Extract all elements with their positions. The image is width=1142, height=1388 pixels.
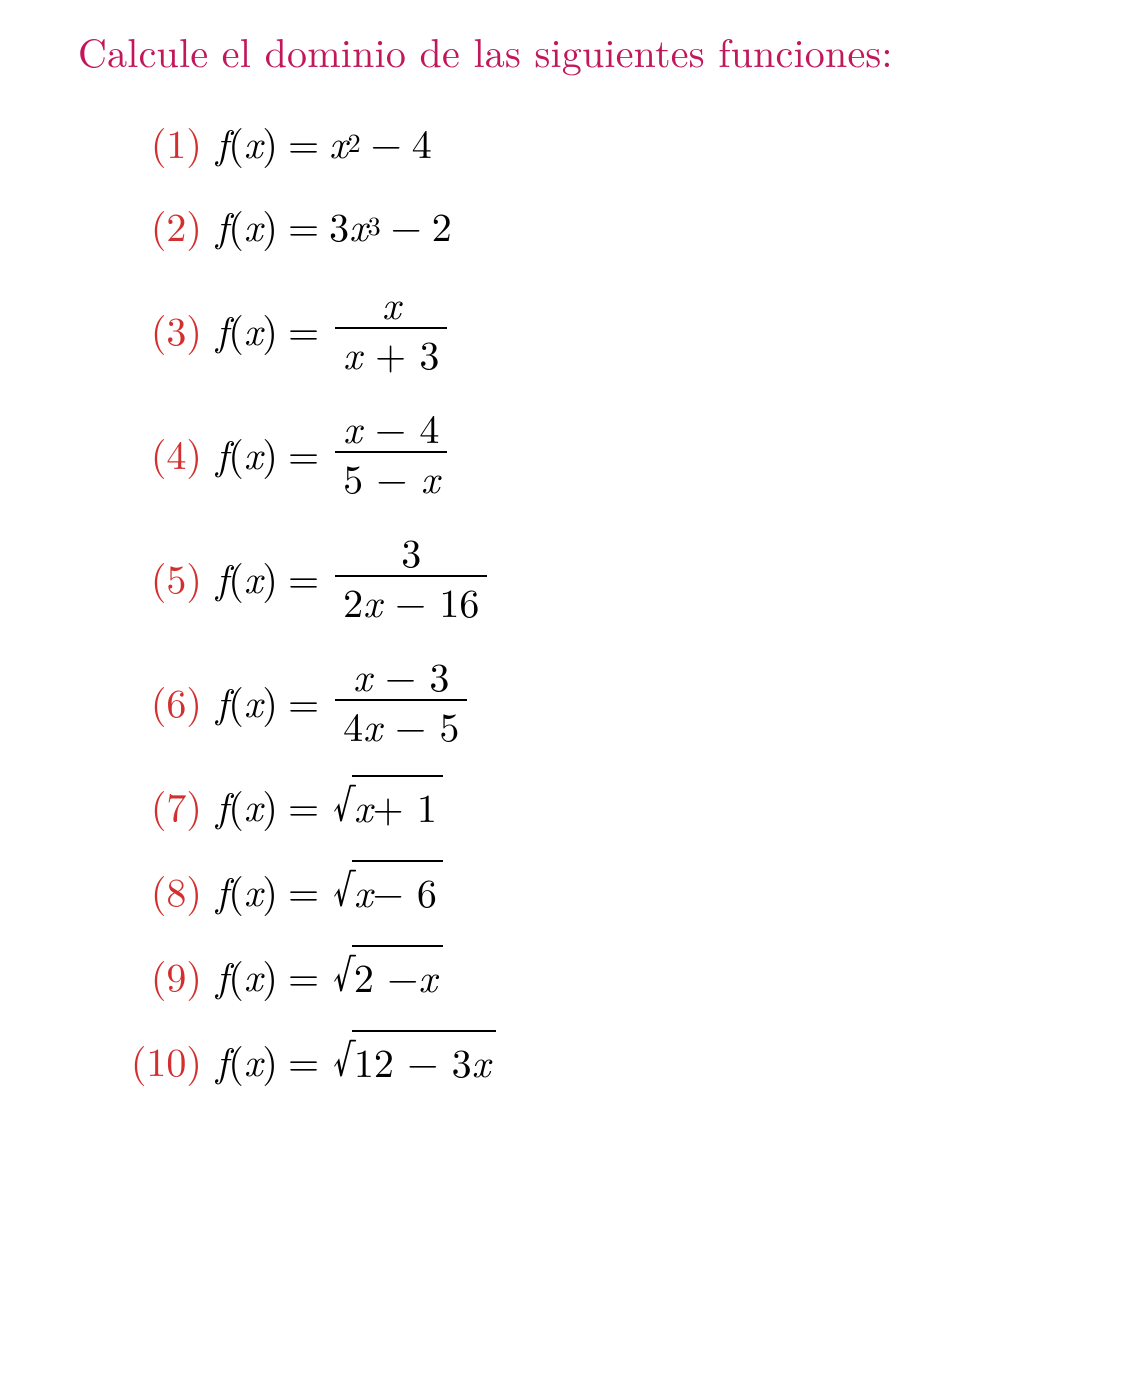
exercise-item: (1) f(x)= x2−4: [106, 113, 1122, 170]
var-x: x: [244, 548, 263, 605]
item-expression: f(x)= 3 2x − 16: [216, 527, 493, 625]
item-expression: f(x)= x − 3 4x − 5: [216, 651, 473, 749]
fn-f: f: [216, 424, 228, 481]
var-x: x: [244, 776, 263, 833]
fraction: 3 2x − 16: [335, 527, 487, 625]
fn-f: f: [216, 672, 228, 729]
var-x: x: [244, 300, 263, 357]
fn-f: f: [216, 196, 228, 253]
item-expression: f(x)= x − 4 5 − x: [216, 403, 453, 501]
exercise-list: (1) f(x)= x2−4 (2) f(x)= 3x3−2 (3) f(x)=…: [78, 113, 1122, 1089]
sqrt-icon: √: [333, 1032, 354, 1091]
sqrt-body: 2 − x: [352, 945, 443, 1004]
sqrt: √ 12 − 3x: [333, 1030, 496, 1089]
fraction-top: x − 3: [345, 651, 457, 699]
item-number: (7): [106, 776, 216, 833]
var-x: x: [244, 113, 263, 170]
fraction-top: 3: [393, 527, 429, 575]
item-number: (6): [106, 672, 216, 729]
item-number: (4): [106, 424, 216, 481]
var-x: x: [244, 424, 263, 481]
item-number: (2): [106, 196, 216, 253]
fraction-bot: x + 3: [335, 329, 447, 377]
item-number: (8): [106, 861, 216, 918]
var-x: x: [244, 946, 263, 1003]
fraction-top: x − 4: [335, 403, 447, 451]
exercise-item: (4) f(x)= x − 4 5 − x: [106, 403, 1122, 501]
var-x: x: [349, 196, 368, 253]
fraction: x − 4 5 − x: [335, 403, 447, 501]
fn-f: f: [216, 776, 228, 833]
fraction: x − 3 4x − 5: [335, 651, 467, 749]
item-expression: f(x)= 3x3−2: [216, 196, 452, 253]
sqrt-body: x + 1: [352, 775, 443, 834]
math-exercise-page: Calcule el dominio de las siguientes fun…: [0, 0, 1142, 1155]
sqrt-icon: √: [333, 947, 354, 1006]
exercise-item: (10) f(x)= √ 12 − 3x: [106, 1030, 1122, 1089]
sqrt: √ 2 − x: [333, 945, 443, 1004]
fraction: x x + 3: [335, 279, 447, 377]
var-x: x: [329, 113, 348, 170]
exercise-item: (3) f(x)= x x + 3: [106, 279, 1122, 377]
var-x: x: [244, 861, 263, 918]
fn-f: f: [216, 861, 228, 918]
item-expression: f(x)= √ x − 6: [216, 860, 443, 919]
fraction-bot: 2x − 16: [335, 577, 487, 625]
item-expression: f(x)= x x + 3: [216, 279, 453, 377]
var-x: x: [244, 196, 263, 253]
fn-f: f: [216, 1031, 228, 1088]
fraction-bot: 4x − 5: [335, 701, 467, 749]
exercise-item: (5) f(x)= 3 2x − 16: [106, 527, 1122, 625]
fn-f: f: [216, 300, 228, 357]
sqrt-icon: √: [333, 862, 354, 921]
item-expression: f(x)= √ 12 − 3x: [216, 1030, 496, 1089]
item-expression: f(x)= x2−4: [216, 113, 432, 170]
item-number: (5): [106, 548, 216, 605]
sqrt: √ x + 1: [333, 775, 443, 834]
item-number: (10): [106, 1031, 216, 1088]
sqrt: √ x − 6: [333, 860, 443, 919]
sqrt-body: x − 6: [352, 860, 443, 919]
fraction-top: x: [374, 279, 409, 327]
item-expression: f(x)= √ x + 1: [216, 775, 443, 834]
exercise-item: (9) f(x)= √ 2 − x: [106, 945, 1122, 1004]
fn-f: f: [216, 548, 228, 605]
sqrt-icon: √: [333, 777, 354, 836]
sqrt-body: 12 − 3x: [352, 1030, 496, 1089]
item-number: (1): [106, 113, 216, 170]
item-expression: f(x)= √ 2 − x: [216, 945, 443, 1004]
var-x: x: [244, 1031, 263, 1088]
exercise-item: (2) f(x)= 3x3−2: [106, 196, 1122, 253]
exercise-item: (6) f(x)= x − 3 4x − 5: [106, 651, 1122, 749]
item-number: (3): [106, 300, 216, 357]
page-title: Calcule el dominio de las siguientes fun…: [78, 22, 1122, 79]
fn-f: f: [216, 946, 228, 1003]
item-number: (9): [106, 946, 216, 1003]
exercise-item: (8) f(x)= √ x − 6: [106, 860, 1122, 919]
fraction-bot: 5 − x: [335, 453, 447, 501]
var-x: x: [244, 672, 263, 729]
fn-f: f: [216, 113, 228, 170]
exercise-item: (7) f(x)= √ x + 1: [106, 775, 1122, 834]
